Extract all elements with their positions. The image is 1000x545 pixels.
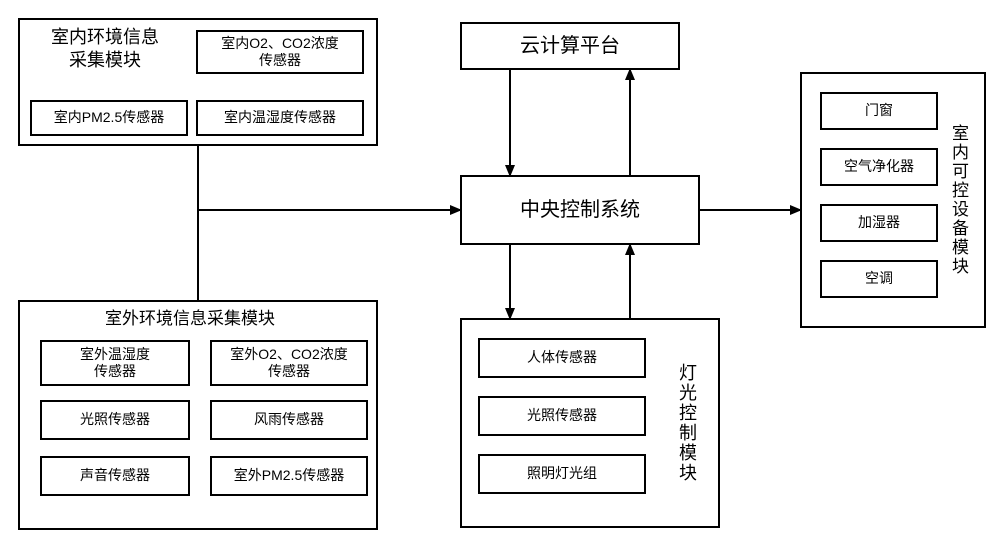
outdoor-temp-humidity-sensor: 室外温湿度传感器 [40, 340, 190, 386]
air-conditioner: 空调 [820, 260, 938, 298]
doors-windows: 门窗 [820, 92, 938, 130]
cloud-platform: 云计算平台 [460, 22, 680, 70]
outdoor-env-module-title: 室外环境信息采集模块 [30, 308, 350, 330]
humidifier: 加湿器 [820, 204, 938, 242]
indoor-device-module-title: 室内可控设备模块 [946, 82, 971, 318]
lighting-group: 照明灯光组 [478, 454, 646, 494]
light-sensor: 光照传感器 [478, 396, 646, 436]
sound-sensor: 声音传感器 [40, 456, 190, 496]
indoor-o2-co2-sensor: 室内O2、CO2浓度传感器 [196, 30, 364, 74]
indoor-env-module-title: 室内环境信息采集模块 [30, 26, 180, 73]
central-control-system: 中央控制系统 [460, 175, 700, 245]
diagram-canvas: 室内环境信息采集模块室内O2、CO2浓度传感器室内PM2.5传感器室内温湿度传感… [0, 0, 1000, 545]
indoor-temp-humidity-sensor: 室内温湿度传感器 [196, 100, 364, 136]
wind-rain-sensor: 风雨传感器 [210, 400, 368, 440]
outdoor-pm25-sensor: 室外PM2.5传感器 [210, 456, 368, 496]
human-body-sensor: 人体传感器 [478, 338, 646, 378]
light-control-module-title: 灯光控制模块 [674, 330, 700, 516]
outdoor-light-sensor: 光照传感器 [40, 400, 190, 440]
outdoor-o2-co2-sensor: 室外O2、CO2浓度传感器 [210, 340, 368, 386]
air-purifier: 空气净化器 [820, 148, 938, 186]
indoor-pm25-sensor: 室内PM2.5传感器 [30, 100, 188, 136]
